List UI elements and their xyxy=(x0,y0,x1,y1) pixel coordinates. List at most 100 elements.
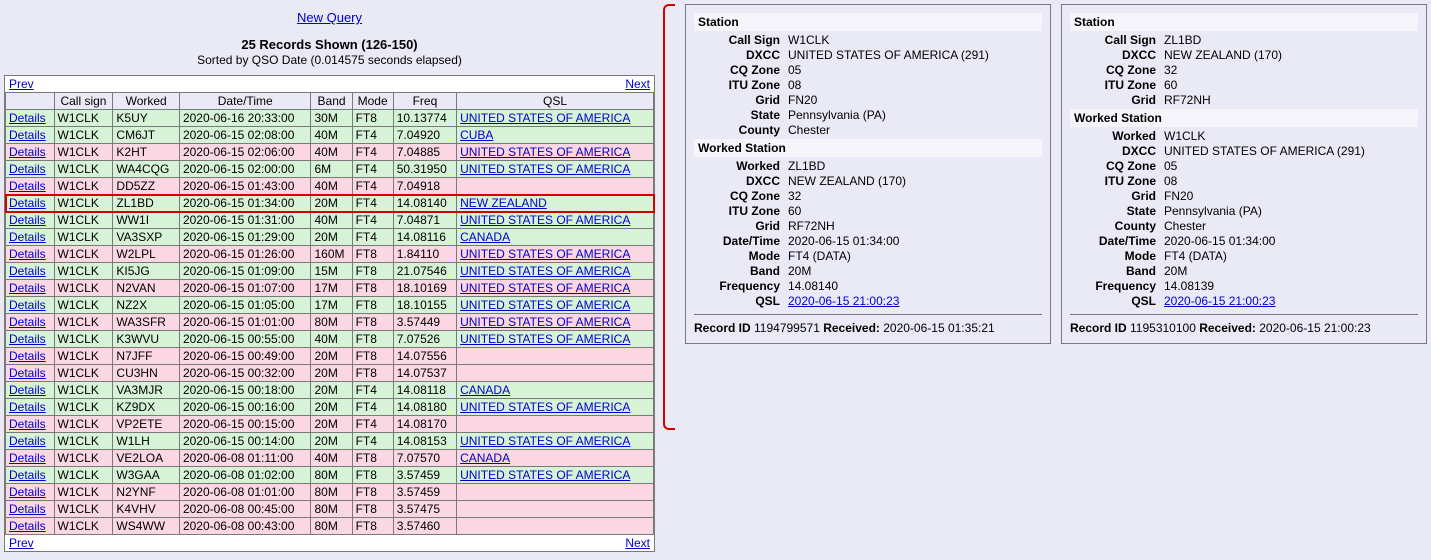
qsl-timestamp-link[interactable]: 2020-06-15 21:00:23 xyxy=(1164,294,1275,308)
details-link[interactable]: Details xyxy=(9,213,46,227)
qsl-link[interactable]: NEW ZEALAND xyxy=(460,196,547,210)
details-link[interactable]: Details xyxy=(9,451,46,465)
qsl-cell: UNITED STATES OF AMERICA xyxy=(457,297,654,314)
datetime-cell: 2020-06-15 00:14:00 xyxy=(179,433,311,450)
details-link[interactable]: Details xyxy=(9,519,46,533)
qsl-link[interactable]: UNITED STATES OF AMERICA xyxy=(460,281,630,295)
details-link[interactable]: Details xyxy=(9,247,46,261)
datetime-cell: 2020-06-15 00:32:00 xyxy=(179,365,311,382)
datetime-cell: 2020-06-15 01:07:00 xyxy=(179,280,311,297)
details-link[interactable]: Details xyxy=(9,230,46,244)
qsl-link[interactable]: UNITED STATES OF AMERICA xyxy=(460,315,630,329)
kv-key: Grid xyxy=(1070,93,1156,107)
table-row: DetailsW1CLKW3GAA2020-06-08 01:02:0080MF… xyxy=(6,467,654,484)
qsl-link[interactable]: UNITED STATES OF AMERICA xyxy=(460,434,630,448)
details-link[interactable]: Details xyxy=(9,485,46,499)
kv-row: GridFN20 xyxy=(694,93,1042,107)
kv-row: Band20M xyxy=(694,264,1042,278)
kv-value: W1CLK xyxy=(788,33,1042,47)
worked-cell: CU3HN xyxy=(113,365,180,382)
details-link[interactable]: Details xyxy=(9,366,46,380)
column-header: Worked xyxy=(113,93,180,110)
qsl-cell: UNITED STATES OF AMERICA xyxy=(457,399,654,416)
qsl-link[interactable]: UNITED STATES OF AMERICA xyxy=(460,298,630,312)
new-query-link[interactable]: New Query xyxy=(297,10,362,25)
details-link[interactable]: Details xyxy=(9,162,46,176)
details-link[interactable]: Details xyxy=(9,315,46,329)
kv-value: FT4 (DATA) xyxy=(1164,249,1418,263)
kv-row: DXCCUNITED STATES OF AMERICA (291) xyxy=(1070,144,1418,158)
table-row: DetailsW1CLKN2YNF2020-06-08 01:01:0080MF… xyxy=(6,484,654,501)
band-cell: 40M xyxy=(311,212,352,229)
details-link[interactable]: Details xyxy=(9,179,46,193)
worked-cell: VP2ETE xyxy=(113,416,180,433)
worked-cell: VA3MJR xyxy=(113,382,180,399)
kv-key: CQ Zone xyxy=(694,189,780,203)
kv-value: 14.08140 xyxy=(788,279,1042,293)
worked-cell: K5UY xyxy=(113,110,180,127)
table-row: DetailsW1CLKW2LPL2020-06-15 01:26:00160M… xyxy=(6,246,654,263)
qsl-link[interactable]: UNITED STATES OF AMERICA xyxy=(460,264,630,278)
table-row: DetailsW1CLKWA3SFR2020-06-15 01:01:0080M… xyxy=(6,314,654,331)
freq-cell: 18.10155 xyxy=(393,297,456,314)
details-link[interactable]: Details xyxy=(9,349,46,363)
details-link[interactable]: Details xyxy=(9,383,46,397)
kv-value: Chester xyxy=(788,123,1042,137)
freq-cell: 7.04920 xyxy=(393,127,456,144)
results-table: Call signWorkedDate/TimeBandModeFreqQSL … xyxy=(5,92,654,535)
prev-link-top[interactable]: Prev xyxy=(9,77,34,91)
datetime-cell: 2020-06-15 01:34:00 xyxy=(179,195,311,212)
qsl-link[interactable]: UNITED STATES OF AMERICA xyxy=(460,111,630,125)
kv-key: ITU Zone xyxy=(694,78,780,92)
details-link[interactable]: Details xyxy=(9,468,46,482)
callsign-cell: W1CLK xyxy=(54,365,113,382)
details-link[interactable]: Details xyxy=(9,145,46,159)
kv-row: GridRF72NH xyxy=(694,219,1042,233)
results-table-wrap: Prev Next Call signWorkedDate/TimeBandMo… xyxy=(4,75,655,552)
next-link-top[interactable]: Next xyxy=(625,77,650,91)
qsl-link[interactable]: CANADA xyxy=(460,230,510,244)
details-link[interactable]: Details xyxy=(9,196,46,210)
worked-cell: VE2LOA xyxy=(113,450,180,467)
table-row: DetailsW1CLKWS4WW2020-06-08 00:43:0080MF… xyxy=(6,518,654,535)
qsl-link[interactable]: UNITED STATES OF AMERICA xyxy=(460,145,630,159)
kv-value: Pennsylvania (PA) xyxy=(788,108,1042,122)
mode-cell: FT4 xyxy=(352,229,393,246)
details-link[interactable]: Details xyxy=(9,400,46,414)
qsl-link[interactable]: CUBA xyxy=(460,128,493,142)
kv-row: WorkedZL1BD xyxy=(694,159,1042,173)
qsl-link[interactable]: UNITED STATES OF AMERICA xyxy=(460,247,630,261)
details-link[interactable]: Details xyxy=(9,502,46,516)
qsl-link[interactable]: UNITED STATES OF AMERICA xyxy=(460,468,630,482)
qsl-link[interactable]: UNITED STATES OF AMERICA xyxy=(460,400,630,414)
qsl-link[interactable]: CANADA xyxy=(460,383,510,397)
details-link[interactable]: Details xyxy=(9,434,46,448)
kv-value: 05 xyxy=(788,63,1042,77)
next-link-bottom[interactable]: Next xyxy=(625,536,650,550)
freq-cell: 3.57475 xyxy=(393,501,456,518)
details-link[interactable]: Details xyxy=(9,264,46,278)
details-link[interactable]: Details xyxy=(9,128,46,142)
worked-cell: W2LPL xyxy=(113,246,180,263)
qsl-timestamp-link[interactable]: 2020-06-15 21:00:23 xyxy=(788,294,899,308)
datetime-cell: 2020-06-15 00:15:00 xyxy=(179,416,311,433)
kv-key: CQ Zone xyxy=(1070,159,1156,173)
details-link[interactable]: Details xyxy=(9,332,46,346)
band-cell: 160M xyxy=(311,246,352,263)
kv-key: DXCC xyxy=(694,174,780,188)
table-row: DetailsW1CLKW1LH2020-06-15 00:14:0020MFT… xyxy=(6,433,654,450)
kv-value: 60 xyxy=(788,204,1042,218)
qsl-link[interactable]: UNITED STATES OF AMERICA xyxy=(460,332,630,346)
prev-link-bottom[interactable]: Prev xyxy=(9,536,34,550)
freq-cell: 14.08116 xyxy=(393,229,456,246)
details-link[interactable]: Details xyxy=(9,281,46,295)
details-link[interactable]: Details xyxy=(9,298,46,312)
qsl-link[interactable]: CANADA xyxy=(460,451,510,465)
details-link[interactable]: Details xyxy=(9,111,46,125)
kv-row: StatePennsylvania (PA) xyxy=(694,108,1042,122)
freq-cell: 21.07546 xyxy=(393,263,456,280)
details-link[interactable]: Details xyxy=(9,417,46,431)
qsl-link[interactable]: UNITED STATES OF AMERICA xyxy=(460,162,630,176)
qsl-link[interactable]: UNITED STATES OF AMERICA xyxy=(460,213,630,227)
kv-row: Frequency14.08140 xyxy=(694,279,1042,293)
